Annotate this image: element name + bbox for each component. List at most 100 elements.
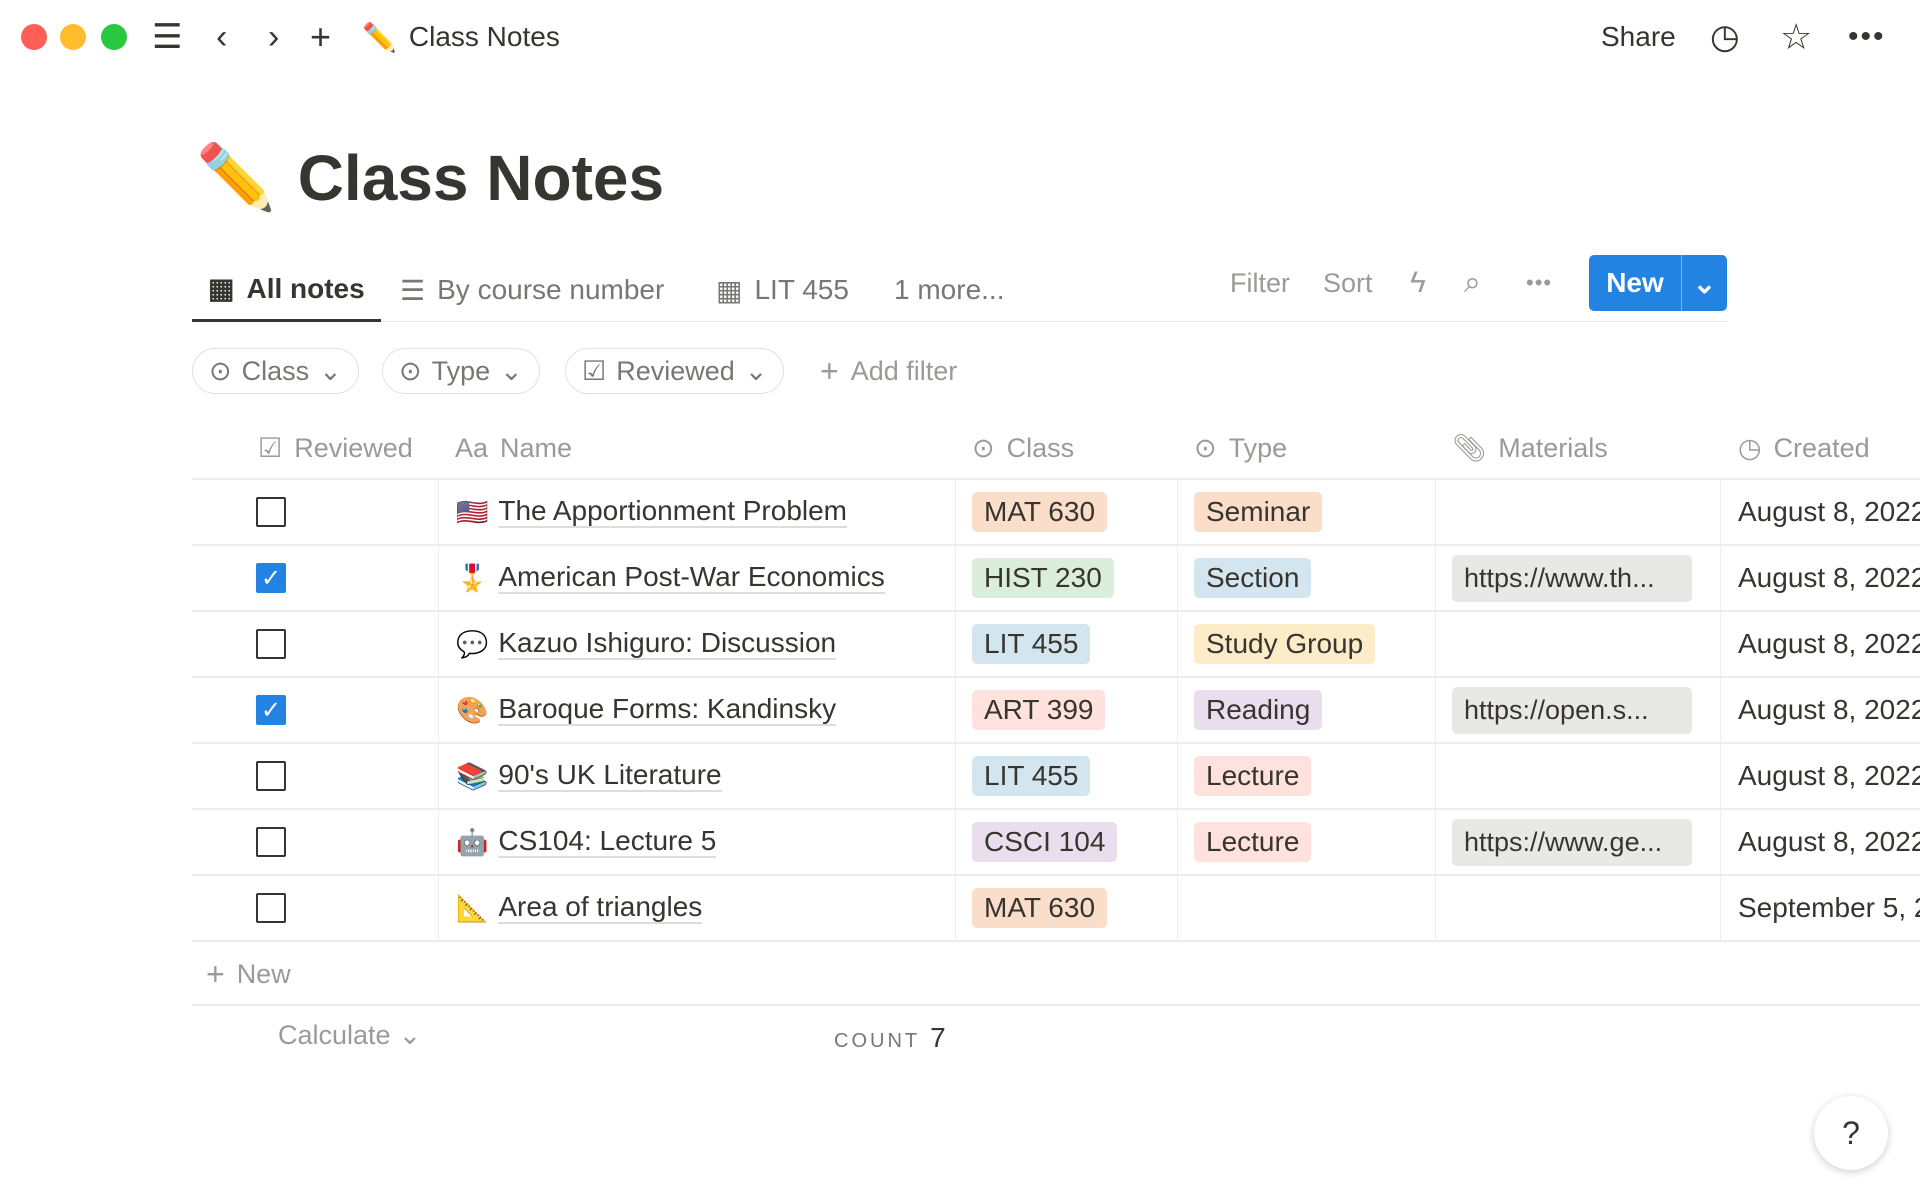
type-tag[interactable]: Reading <box>1194 690 1323 730</box>
filter-chip-class[interactable]: ⊙ Class ⌄ <box>192 348 359 394</box>
column-header-created[interactable]: ◷ Created <box>1738 420 1870 476</box>
class-tag[interactable]: MAT 630 <box>972 492 1108 532</box>
select-icon: ⊙ <box>209 355 232 386</box>
materials-link[interactable]: https://www.ge... <box>1452 818 1692 866</box>
table-row[interactable]: 🇺🇸 The Apportionment Problem MAT 630 Semi… <box>192 478 1920 544</box>
note-name-link[interactable]: The Apportionment Problem <box>498 495 848 529</box>
type-tag[interactable]: Section <box>1194 558 1312 598</box>
note-name-link[interactable]: American Post-War Economics <box>498 561 885 595</box>
page-emoji-icon: 🇺🇸 <box>456 496 489 527</box>
add-page-icon[interactable]: + <box>310 16 332 57</box>
column-header-type[interactable]: ⊙ Type <box>1194 420 1287 476</box>
class-tag[interactable]: MAT 630 <box>972 888 1108 928</box>
filter-chip-type[interactable]: ⊙ Type ⌄ <box>382 348 540 394</box>
add-filter-button[interactable]: + Add filter <box>820 346 957 396</box>
count-summary[interactable]: COUNT 7 <box>834 1022 946 1054</box>
materials-link[interactable]: https://open.s... <box>1452 686 1692 734</box>
back-icon[interactable]: ‹ <box>216 17 228 56</box>
reviewed-checkbox[interactable] <box>256 497 286 527</box>
note-name-link[interactable]: Area of triangles <box>498 891 703 925</box>
chip-label: Reviewed <box>616 355 735 386</box>
filter-chip-reviewed[interactable]: ☑ Reviewed ⌄ <box>565 348 785 394</box>
materials-link[interactable]: https://www.th... <box>1452 554 1692 602</box>
more-options-icon[interactable]: ••• <box>1526 270 1553 295</box>
class-tag[interactable]: CSCI 104 <box>972 822 1118 862</box>
table-row[interactable]: ✓ 🎨 Baroque Forms: Kandinsky ART 399 Read… <box>192 676 1920 742</box>
note-name-link[interactable]: Kazuo Ishiguro: Discussion <box>498 627 837 661</box>
table-row[interactable]: 🤖 CS104: Lecture 5 CSCI 104 Lecture https… <box>192 808 1920 874</box>
type-tag[interactable]: Study Group <box>1194 624 1376 664</box>
type-tag[interactable]: Lecture <box>1194 756 1312 796</box>
note-name-link[interactable]: Baroque Forms: Kandinsky <box>498 693 837 727</box>
class-tag[interactable]: ART 399 <box>972 690 1106 730</box>
history-icon[interactable]: ◷ <box>1710 18 1740 56</box>
minimize-window-button[interactable] <box>60 24 86 50</box>
calculate-button[interactable]: Calculate ⌄ <box>278 1020 421 1051</box>
chip-label: Class <box>241 355 310 386</box>
page-emoji-icon: 📐 <box>456 892 489 923</box>
reviewed-checkbox[interactable] <box>256 761 286 791</box>
chevron-down-icon: ⌄ <box>744 355 768 386</box>
count-label: COUNT <box>834 1030 921 1052</box>
new-label[interactable]: New <box>1589 255 1682 311</box>
page-emoji-icon: 🎨 <box>456 694 489 725</box>
column-header-materials[interactable]: 📎︎ Materials <box>1452 420 1608 476</box>
plus-icon: + <box>820 352 839 389</box>
checkbox-icon: ☑ <box>258 432 283 463</box>
tab-lit-455[interactable]: ▦ LIT 455 <box>716 258 849 322</box>
table-row[interactable]: 💬 Kazuo Ishiguro: Discussion LIT 455 Stud… <box>192 610 1920 676</box>
created-date: August 8, 2022 <box>1738 628 1920 659</box>
header-label: Reviewed <box>294 432 413 463</box>
note-name-link[interactable]: CS104: Lecture 5 <box>498 825 717 859</box>
reviewed-checkbox[interactable] <box>256 629 286 659</box>
help-button[interactable]: ? <box>1814 1096 1888 1170</box>
table-row[interactable]: 📚 90's UK Literature LIT 455 Lecture Augu… <box>192 742 1920 808</box>
forward-icon[interactable]: › <box>268 17 280 56</box>
new-button[interactable]: New ⌄ <box>1589 255 1727 311</box>
created-date: August 8, 2022 <box>1738 496 1920 527</box>
column-header-reviewed[interactable]: ☑ Reviewed <box>258 420 413 476</box>
class-tag[interactable]: LIT 455 <box>972 756 1091 796</box>
header-label: Created <box>1773 432 1870 463</box>
column-header-class[interactable]: ⊙ Class <box>972 420 1074 476</box>
table-row[interactable]: 📐 Area of triangles MAT 630 September 5, … <box>192 874 1920 940</box>
type-tag[interactable]: Lecture <box>1194 822 1312 862</box>
new-row-label: New <box>236 958 291 989</box>
share-button[interactable]: Share <box>1601 21 1676 52</box>
close-window-button[interactable] <box>21 24 47 50</box>
breadcrumb[interactable]: ✏️ Class Notes <box>362 14 560 60</box>
filter-button[interactable]: Filter <box>1230 267 1290 298</box>
table-row[interactable]: ✓ 🎖️ American Post-War Economics HIST 230… <box>192 544 1920 610</box>
note-name-link[interactable]: 90's UK Literature <box>498 759 722 793</box>
checkbox-icon: ☑ <box>582 355 607 386</box>
select-icon: ⊙ <box>399 355 422 386</box>
search-icon[interactable]: ⌕ <box>1464 266 1481 299</box>
class-tag[interactable]: HIST 230 <box>972 558 1114 598</box>
more-icon[interactable]: ••• <box>1848 20 1886 53</box>
chevron-down-icon[interactable]: ⌄ <box>1692 267 1717 299</box>
class-tag[interactable]: LIT 455 <box>972 624 1091 664</box>
tab-label: By course number <box>437 274 665 305</box>
created-date: August 8, 2022 <box>1738 760 1920 791</box>
reviewed-checkbox[interactable]: ✓ <box>256 695 286 725</box>
sort-button[interactable]: Sort <box>1323 267 1373 298</box>
reviewed-checkbox[interactable] <box>256 893 286 923</box>
page-emoji-icon: 📚 <box>456 760 489 791</box>
page-title: ✏️ Class Notes <box>196 140 664 215</box>
text-icon: Aa <box>455 432 489 463</box>
clock-icon: ◷ <box>1738 432 1762 463</box>
tab-more[interactable]: 1 more... <box>894 274 1005 305</box>
tab-all-notes[interactable]: ▦ All notes <box>192 258 381 322</box>
type-tag[interactable]: Seminar <box>1194 492 1323 532</box>
reviewed-checkbox[interactable]: ✓ <box>256 563 286 593</box>
tab-label: LIT 455 <box>754 274 849 305</box>
maximize-window-button[interactable] <box>101 24 127 50</box>
tab-by-course-number[interactable]: ☰ By course number <box>400 258 664 322</box>
menu-icon[interactable]: ☰ <box>152 18 183 56</box>
automation-icon[interactable]: ϟ <box>1410 266 1426 299</box>
new-row-button[interactable]: + New <box>192 940 1920 1006</box>
column-header-name[interactable]: Aa Name <box>455 420 572 476</box>
reviewed-checkbox[interactable] <box>256 827 286 857</box>
select-icon: ⊙ <box>972 432 995 463</box>
star-icon[interactable]: ☆ <box>1780 16 1813 57</box>
